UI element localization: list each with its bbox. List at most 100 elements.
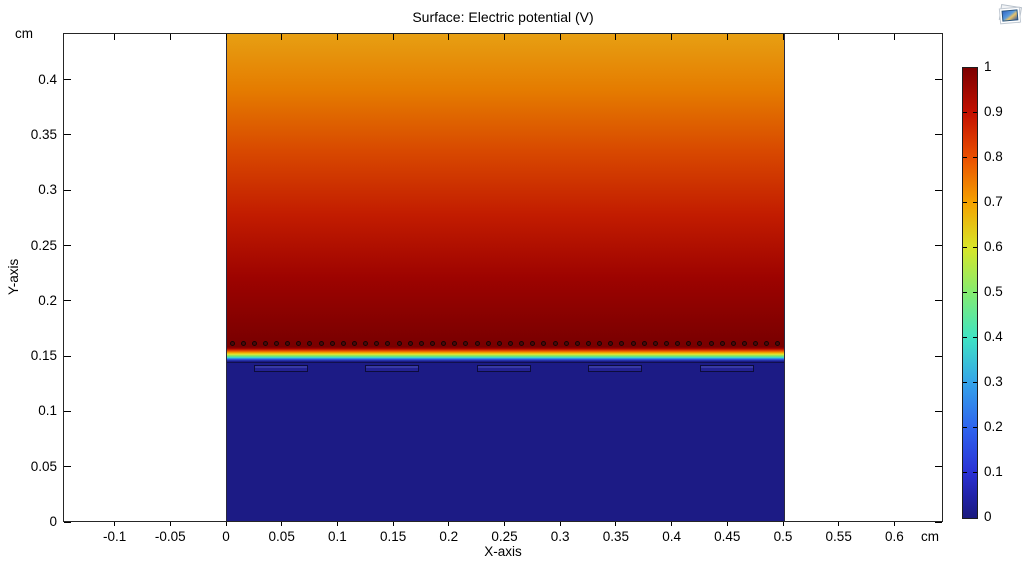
y-axis-unit: cm [15, 26, 33, 41]
pore-dot [753, 341, 759, 347]
pore-dot [530, 341, 536, 347]
pore-dot [641, 341, 647, 347]
x-tick-top [504, 34, 505, 40]
colorbar-tick-left [963, 291, 967, 293]
x-tick-label: 0.05 [268, 529, 295, 544]
x-tick-top [281, 34, 283, 40]
y-tick-right [935, 355, 942, 357]
x-tick-top [838, 34, 840, 40]
y-tick-label: 0.4 [38, 71, 57, 87]
x-tick-bottom [448, 522, 450, 526]
x-tick-bottom [782, 522, 784, 526]
x-tick-bottom [615, 522, 617, 526]
colorbar-tick-label: 0 [984, 509, 992, 524]
colorbar-tick-left [963, 471, 967, 473]
pore-dot [496, 341, 502, 347]
snapshot-icon[interactable] [994, 3, 1026, 29]
colorbar-tick-right [973, 246, 977, 248]
colorbar-tick-label: 0.7 [984, 194, 1003, 209]
x-tick-bottom [671, 522, 673, 526]
pore-dot [363, 341, 369, 347]
pore-dot [430, 341, 436, 347]
y-tick-label: 0.3 [38, 182, 57, 198]
x-tick-label: -0.1 [102, 529, 127, 544]
plot-area[interactable] [63, 33, 943, 526]
electrode-outline [254, 364, 309, 372]
potential-surface [226, 33, 785, 522]
colorbar-tick-left [963, 426, 967, 428]
pore-dot [508, 341, 513, 347]
x-tick-top [782, 34, 784, 40]
y-tick-label: 0.2 [38, 292, 57, 308]
pore-dot [764, 341, 770, 347]
y-tick-label: 0.25 [30, 237, 57, 253]
lower-electrolyte [227, 360, 784, 522]
pore-dot [519, 341, 525, 347]
x-tick-label: 0.2 [439, 529, 459, 544]
y-tick-label: 0.35 [30, 126, 57, 142]
y-tick-right [935, 245, 942, 246]
x-tick-top [114, 34, 116, 40]
membrane-boundary-line [227, 361, 784, 363]
electrode-outline [588, 364, 643, 372]
colorbar-tick-left [963, 111, 967, 113]
pore-dot [418, 341, 424, 347]
colorbar-tick-label: 0.1 [984, 464, 1003, 479]
x-tick-bottom [726, 522, 728, 526]
y-tick-left [64, 466, 71, 468]
y-tick-label: 0.05 [30, 458, 57, 474]
electrode-outline [365, 364, 420, 372]
pore-dot [474, 341, 480, 347]
colorbar-tick-right [973, 426, 977, 428]
x-tick-top [336, 34, 338, 40]
x-tick-top [392, 34, 394, 40]
colorbar-tick-right [973, 111, 977, 113]
colorbar-tick-right [973, 201, 977, 203]
pore-dot [407, 341, 413, 347]
x-tick-label: 0.6 [885, 529, 904, 544]
pore-dot [585, 341, 591, 347]
x-tick-top [615, 34, 617, 40]
y-tick-label: 0.1 [38, 403, 57, 419]
colorbar-tick-label: 0.5 [984, 284, 1003, 299]
colorbar-tick-label: 0.3 [984, 374, 1003, 389]
x-tick-label: 0.1 [328, 529, 347, 544]
pore-dot [541, 341, 547, 347]
pore-dot [374, 341, 380, 347]
pore-dot [396, 341, 402, 347]
pore-dot [274, 341, 280, 347]
pore-dot [563, 341, 569, 347]
x-axis-unit: cm [921, 529, 939, 544]
pore-dot [574, 341, 580, 347]
pore-dot [485, 341, 491, 347]
colorbar-tick-left [963, 381, 967, 383]
y-tick-label: 0.15 [30, 348, 57, 364]
pore-dot [340, 341, 346, 347]
x-axis-label: X-axis [484, 544, 522, 559]
x-tick-bottom [559, 522, 561, 526]
pore-dot [463, 341, 469, 347]
colorbar-tick-right [973, 471, 977, 473]
x-tick-label: 0.3 [550, 529, 570, 544]
y-tick-right [935, 189, 942, 191]
y-tick-left [64, 134, 71, 136]
y-tick-right [935, 79, 942, 81]
y-tick-left [64, 410, 71, 412]
x-tick-bottom [893, 522, 895, 526]
y-tick-left [64, 245, 71, 246]
pore-dot [775, 341, 781, 347]
pore-dot [675, 341, 681, 347]
pore-dot [686, 341, 692, 347]
y-tick-right [935, 134, 942, 136]
x-tick-label: 0.15 [379, 529, 407, 544]
x-tick-bottom [169, 522, 171, 526]
pore-dot [552, 341, 558, 347]
colorbar-tick-right [973, 291, 977, 293]
pore-dot [262, 341, 268, 347]
colorbar-tick-left [963, 246, 967, 248]
colorbar-tick-left [963, 336, 967, 338]
colorbar-tick-left [963, 201, 967, 203]
y-tick-label: 0 [49, 514, 57, 529]
x-tick-top [893, 34, 895, 40]
colorbar-tick-right [973, 336, 977, 338]
